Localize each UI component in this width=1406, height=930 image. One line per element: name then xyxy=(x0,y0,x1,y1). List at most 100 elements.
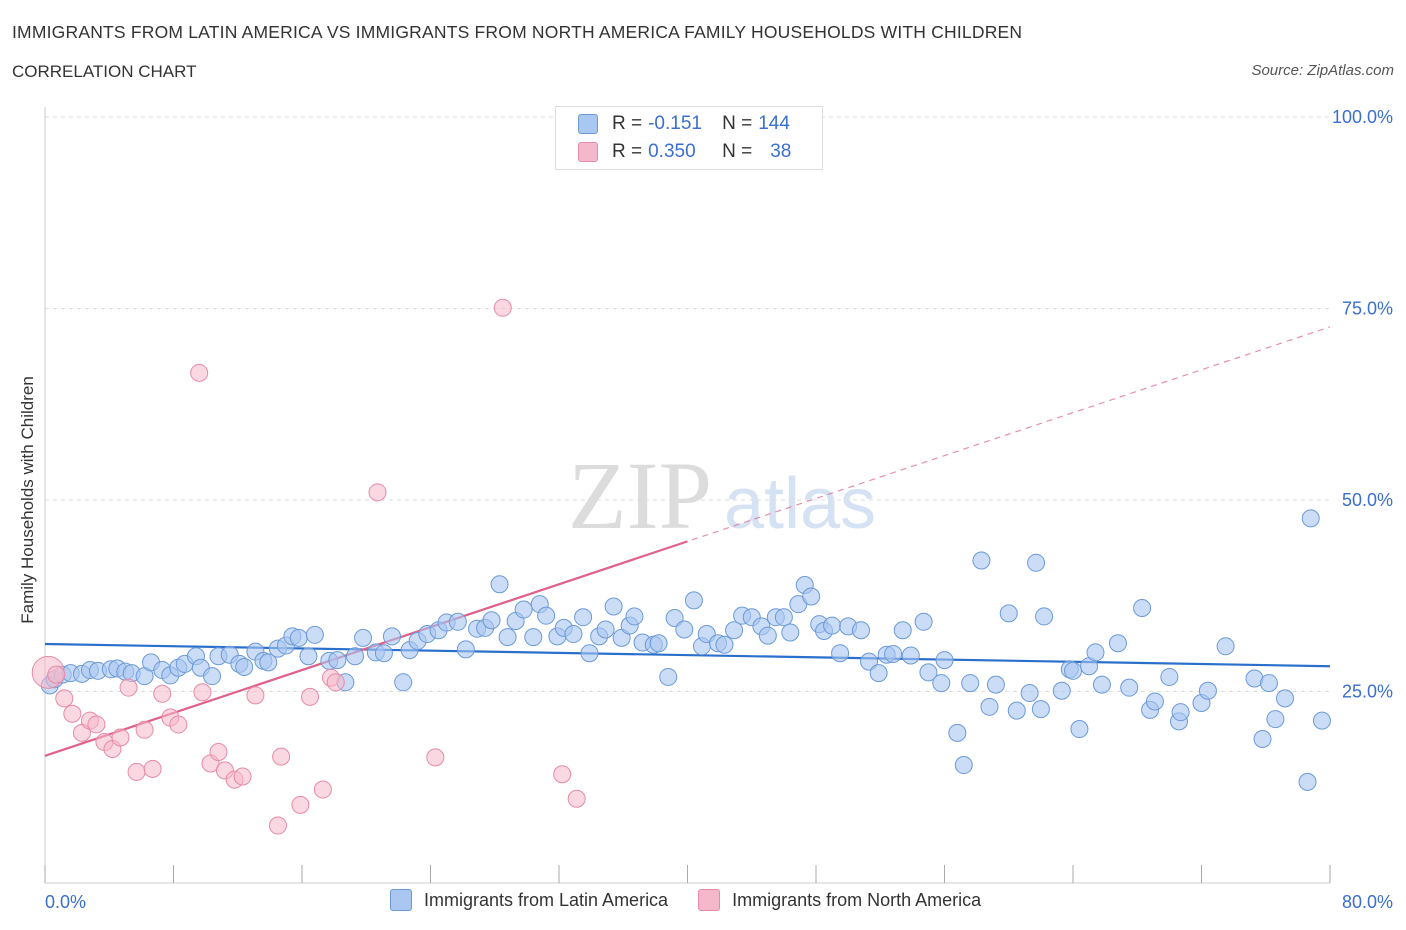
latin-point xyxy=(346,647,365,666)
latin-point xyxy=(1145,692,1164,711)
latin-point xyxy=(537,606,556,625)
latin-point xyxy=(1160,667,1179,686)
legend-r-label: R = xyxy=(612,141,643,162)
latin-point xyxy=(675,620,694,639)
series-swatch-latin xyxy=(390,889,412,911)
latin-point xyxy=(259,653,278,672)
latin-point xyxy=(914,612,933,631)
y-tick-label: 75.0% xyxy=(1342,299,1393,319)
latin-point xyxy=(574,608,593,627)
latin-point xyxy=(758,626,777,645)
latin-point xyxy=(725,621,744,640)
latin-point xyxy=(203,667,222,686)
latin-point xyxy=(1031,700,1050,719)
legend-row-north: R = 0.350 N = 38 xyxy=(578,139,791,165)
north-point xyxy=(119,678,138,697)
north-point xyxy=(567,789,586,808)
latin-point xyxy=(1020,684,1039,703)
north-point xyxy=(153,684,172,703)
latin-point xyxy=(869,664,888,683)
latin-point xyxy=(932,674,951,693)
north-point xyxy=(169,715,188,734)
latin-point xyxy=(851,621,870,640)
north-point xyxy=(268,816,287,835)
latin-point xyxy=(1171,703,1190,722)
latin-point xyxy=(1312,711,1331,730)
series-legend-latin: Immigrants from Latin America xyxy=(390,889,668,911)
chart-title: IMMIGRANTS FROM LATIN AMERICA VS IMMIGRA… xyxy=(12,22,1023,42)
legend-r-value-north: 0.350 xyxy=(648,141,696,162)
chart-subtitle: CORRELATION CHART xyxy=(12,62,197,81)
north-point xyxy=(63,704,82,723)
series-name-north: Immigrants from North America xyxy=(732,889,982,910)
latin-point xyxy=(1064,661,1082,680)
latin-point xyxy=(999,604,1018,623)
latin-point xyxy=(1070,720,1089,739)
latin-point xyxy=(596,620,615,639)
latin-point xyxy=(1301,509,1320,528)
latin-point xyxy=(1092,675,1111,694)
legend-row-latin: R = -0.151 N = 144 xyxy=(578,111,790,137)
watermark-zip: ZIP xyxy=(568,442,712,549)
legend-swatch-north xyxy=(578,142,598,162)
north-point xyxy=(272,747,291,766)
series-swatch-north xyxy=(698,889,721,911)
series-legend: Immigrants from Latin America Immigrants… xyxy=(390,889,1011,911)
north-point xyxy=(233,767,252,786)
north-point xyxy=(493,298,512,317)
latin-point xyxy=(490,575,509,594)
source-note: Source: ZipAtlas.com xyxy=(1251,62,1394,79)
latin-point xyxy=(980,697,999,716)
latin-point xyxy=(299,647,318,666)
x-tick-label: 80.0% xyxy=(1342,892,1393,912)
legend-n-value-north: 38 xyxy=(770,141,792,162)
north-point xyxy=(291,795,310,814)
latin-point xyxy=(1133,599,1152,618)
latin-point xyxy=(374,644,393,663)
latin-point xyxy=(954,756,973,775)
latin-point xyxy=(456,640,475,659)
latin-point xyxy=(649,634,668,653)
correlation-legend: R = -0.151 N = 144 R = 0.350 N = 38 xyxy=(555,106,823,170)
latin-point xyxy=(860,652,879,671)
latin-point xyxy=(524,628,543,647)
latin-point xyxy=(354,628,373,647)
latin-point xyxy=(659,667,678,686)
north-point xyxy=(143,759,162,778)
y-tick-label: 100.0% xyxy=(1332,107,1393,127)
latin-point xyxy=(235,657,254,676)
latin-point xyxy=(328,651,347,670)
north-point xyxy=(553,765,572,784)
north-point xyxy=(426,748,445,767)
latin-point xyxy=(1259,674,1278,693)
y-tick-label: 25.0% xyxy=(1342,682,1393,702)
legend-n-value-latin: 144 xyxy=(758,113,790,134)
latin-point xyxy=(774,608,793,627)
latin-point xyxy=(715,635,734,654)
latin-point xyxy=(514,600,533,619)
latin-point xyxy=(1086,643,1105,662)
north-point xyxy=(127,762,146,781)
latin-point xyxy=(604,597,623,616)
north-point xyxy=(246,686,265,705)
latin-point xyxy=(1052,681,1071,700)
latin-point xyxy=(781,623,800,642)
legend-r-label: R = xyxy=(612,113,643,134)
latin-point xyxy=(823,616,842,635)
north-point xyxy=(326,673,345,692)
north-point xyxy=(313,780,332,799)
latin-point xyxy=(1120,678,1139,697)
latin-point xyxy=(972,551,991,570)
latin-point xyxy=(1216,637,1235,656)
latin-point xyxy=(802,587,821,606)
latin-point xyxy=(625,607,644,626)
latin-point xyxy=(1298,772,1317,791)
north-point xyxy=(111,728,130,747)
latin-point xyxy=(580,644,599,663)
latin-point xyxy=(482,611,501,630)
north-point xyxy=(193,683,212,702)
north-point xyxy=(368,483,387,502)
latin-point xyxy=(884,644,903,663)
latin-point xyxy=(1253,729,1272,748)
